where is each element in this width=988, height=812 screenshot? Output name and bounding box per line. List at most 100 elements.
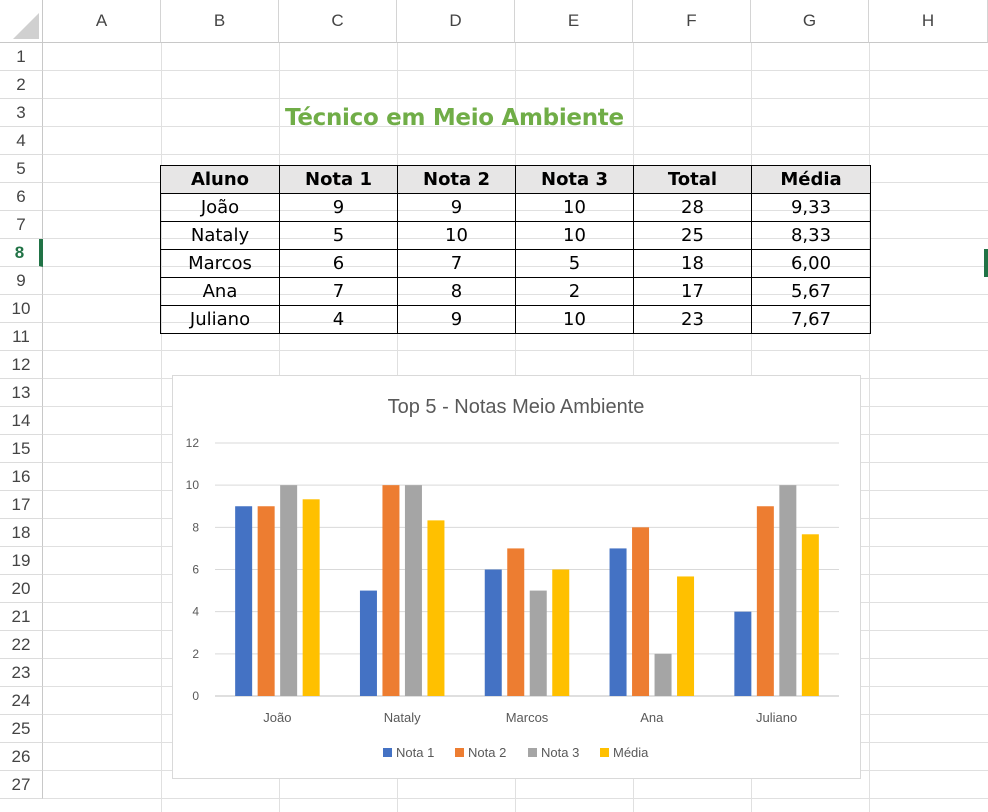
row-header-18[interactable]: 18	[0, 519, 43, 547]
x-tick-label: Juliano	[756, 710, 797, 725]
row-header-20[interactable]: 20	[0, 575, 43, 603]
bar[interactable]	[654, 653, 672, 696]
row-header-10[interactable]: 10	[0, 295, 43, 323]
bar[interactable]	[552, 569, 570, 697]
row-header-19[interactable]: 19	[0, 547, 43, 575]
table-cell[interactable]: 9	[397, 193, 516, 222]
row-header-17[interactable]: 17	[0, 491, 43, 519]
bar[interactable]	[484, 569, 502, 697]
bar[interactable]	[235, 506, 253, 696]
table-cell[interactable]: 7	[279, 277, 398, 306]
table-cell[interactable]: 8,33	[751, 221, 871, 250]
column-header-e[interactable]: E	[515, 0, 633, 43]
table-cell[interactable]: 6	[279, 249, 398, 278]
table-cell[interactable]: 6,00	[751, 249, 871, 278]
column-header-c[interactable]: C	[279, 0, 397, 43]
row-header-21[interactable]: 21	[0, 603, 43, 631]
chart-title: Top 5 - Notas Meio Ambiente	[388, 396, 645, 418]
bar[interactable]	[507, 548, 525, 696]
bar[interactable]	[302, 499, 320, 696]
table-cell[interactable]: 9,33	[751, 193, 871, 222]
table-cell[interactable]: 10	[397, 221, 516, 250]
table-cell[interactable]: 9	[397, 305, 516, 334]
row-header-8[interactable]: 8	[0, 239, 43, 267]
column-header-a[interactable]: A	[43, 0, 161, 43]
table-cell[interactable]: 7,67	[751, 305, 871, 334]
header-nota1[interactable]: Nota 1	[279, 165, 398, 194]
table-cell[interactable]: 10	[515, 193, 634, 222]
bar[interactable]	[609, 548, 627, 696]
table-cell[interactable]: 28	[633, 193, 752, 222]
sheet-title[interactable]: Técnico em Meio Ambiente	[285, 105, 624, 131]
select-all-corner[interactable]	[0, 0, 43, 43]
table-cell[interactable]: 8	[397, 277, 516, 306]
column-header-d[interactable]: D	[397, 0, 515, 43]
bar[interactable]	[756, 506, 774, 696]
row-header-12[interactable]: 12	[0, 351, 43, 379]
x-tick-label: Ana	[640, 710, 664, 725]
row-header-26[interactable]: 26	[0, 743, 43, 771]
row-header-24[interactable]: 24	[0, 687, 43, 715]
row-header-15[interactable]: 15	[0, 435, 43, 463]
table-cell[interactable]: 5	[279, 221, 398, 250]
bar[interactable]	[779, 485, 797, 696]
bar[interactable]	[801, 534, 819, 696]
header-total[interactable]: Total	[633, 165, 752, 194]
row-header-25[interactable]: 25	[0, 715, 43, 743]
table-cell[interactable]: 10	[515, 305, 634, 334]
bar[interactable]	[382, 485, 400, 696]
header-nota3[interactable]: Nota 3	[515, 165, 634, 194]
y-tick-label: 2	[192, 647, 199, 661]
table-cell[interactable]: Ana	[160, 277, 280, 306]
row-header-16[interactable]: 16	[0, 463, 43, 491]
row-header-1[interactable]: 1	[0, 43, 43, 71]
bar[interactable]	[677, 576, 695, 696]
bar[interactable]	[257, 506, 275, 696]
row-header-5[interactable]: 5	[0, 155, 43, 183]
row-header-2[interactable]: 2	[0, 71, 43, 99]
table-cell[interactable]: 10	[515, 221, 634, 250]
row-header-4[interactable]: 4	[0, 127, 43, 155]
row-header-7[interactable]: 7	[0, 211, 43, 239]
row-header-22[interactable]: 22	[0, 631, 43, 659]
table-cell[interactable]: Marcos	[160, 249, 280, 278]
header-aluno[interactable]: Aluno	[160, 165, 280, 194]
row-header-9[interactable]: 9	[0, 267, 43, 295]
table-cell[interactable]: João	[160, 193, 280, 222]
column-header-g[interactable]: G	[751, 0, 869, 43]
row-header-13[interactable]: 13	[0, 379, 43, 407]
column-header-b[interactable]: B	[161, 0, 279, 43]
table-cell[interactable]: Nataly	[160, 221, 280, 250]
header-media[interactable]: Média	[751, 165, 871, 194]
bar[interactable]	[632, 527, 650, 696]
bar[interactable]	[734, 611, 752, 696]
table-cell[interactable]: 7	[397, 249, 516, 278]
bar[interactable]	[404, 485, 422, 696]
table-cell[interactable]: 4	[279, 305, 398, 334]
table-cell[interactable]: 2	[515, 277, 634, 306]
x-tick-label: Marcos	[506, 710, 549, 725]
bar[interactable]	[529, 590, 547, 696]
header-nota2[interactable]: Nota 2	[397, 165, 516, 194]
row-header-23[interactable]: 23	[0, 659, 43, 687]
table-cell[interactable]: 23	[633, 305, 752, 334]
row-header-3[interactable]: 3	[0, 99, 43, 127]
table-cell[interactable]: Juliano	[160, 305, 280, 334]
table-cell[interactable]: 18	[633, 249, 752, 278]
row-header-27[interactable]: 27	[0, 771, 43, 799]
legend-label: Nota 2	[468, 745, 506, 760]
row-header-11[interactable]: 11	[0, 323, 43, 351]
column-header-f[interactable]: F	[633, 0, 751, 43]
bar[interactable]	[427, 520, 445, 696]
bar[interactable]	[280, 485, 298, 696]
table-cell[interactable]: 5,67	[751, 277, 871, 306]
table-cell[interactable]: 5	[515, 249, 634, 278]
table-cell[interactable]: 25	[633, 221, 752, 250]
chart-container[interactable]: Top 5 - Notas Meio Ambiente 0 2 4 6 8 10 12 Joã…	[172, 375, 861, 779]
row-header-14[interactable]: 14	[0, 407, 43, 435]
table-cell[interactable]: 17	[633, 277, 752, 306]
column-header-h[interactable]: H	[869, 0, 988, 43]
row-header-6[interactable]: 6	[0, 183, 43, 211]
table-cell[interactable]: 9	[279, 193, 398, 222]
bar[interactable]	[359, 590, 377, 696]
